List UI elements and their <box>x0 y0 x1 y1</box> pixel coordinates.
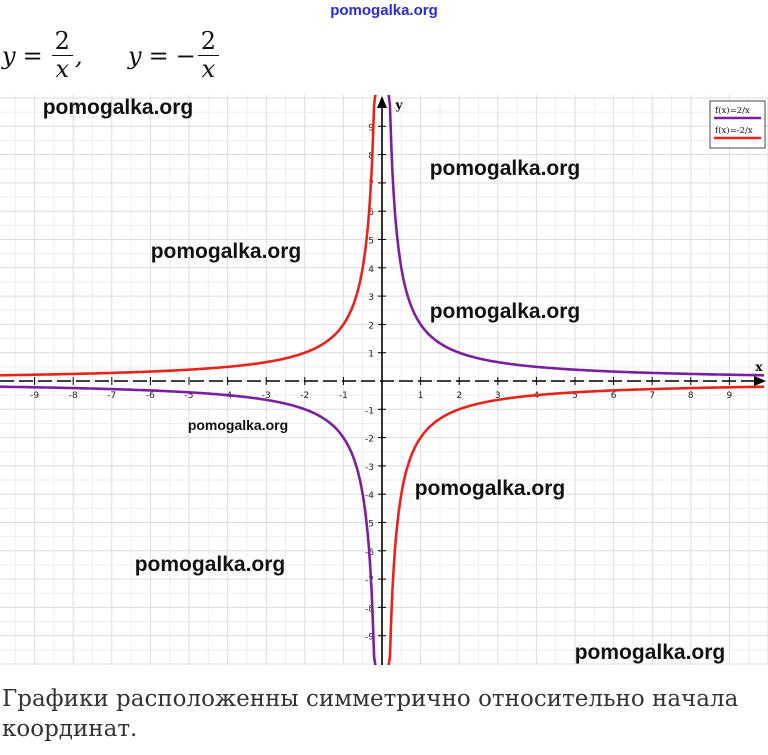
legend-label: f(x)=-2/x <box>715 125 753 136</box>
watermark-text: pomogalka.org <box>430 157 581 180</box>
formula-fraction: 2 x <box>197 28 220 83</box>
formula-numerator: 2 <box>51 28 73 56</box>
x-tick-label: 6 <box>611 391 617 401</box>
x-tick-label: -3 <box>262 391 271 401</box>
watermark-text: pomogalka.org <box>430 300 581 323</box>
legend-label: f(x)=2/x <box>715 105 750 116</box>
x-tick-label: -7 <box>107 391 116 401</box>
y-tick-label: -9 <box>365 633 374 643</box>
y-tick-label: 3 <box>368 293 374 303</box>
curves <box>0 95 765 665</box>
formula-denominator: x <box>55 55 70 83</box>
y-tick-label: -5 <box>365 520 374 530</box>
x-tick-label: -1 <box>339 391 348 401</box>
x-axis-arrow <box>754 376 766 386</box>
formula-negative: y = − 2 x <box>128 28 221 83</box>
formula-tail: , <box>74 41 83 70</box>
hyperbola-chart: xy -9 -8 -7 -6 -5 -4 -3 -2 -1 1 2 3 4 5 6 7 8 9-9-8-7-6-5… <box>0 95 768 665</box>
legend-box <box>709 100 766 149</box>
watermark-text: pomogalka.org <box>415 477 566 500</box>
x-tick-label: -9 <box>30 391 39 401</box>
x-tick-label: 8 <box>688 391 694 401</box>
watermark-text: pomogalka.org <box>43 96 194 119</box>
y-tick-label: -4 <box>365 491 374 501</box>
equals-sign: = <box>148 41 169 70</box>
y-tick-label: -1 <box>365 406 374 416</box>
y-tick-label: -7 <box>365 576 374 586</box>
formula-sign: − <box>175 41 196 70</box>
formula-fraction: 2 x <box>51 28 73 83</box>
x-tick-label: 5 <box>572 391 578 401</box>
y-tick-label: 2 <box>368 321 374 331</box>
x-tick-label: 9 <box>727 391 733 401</box>
x-axis-label: x <box>755 360 763 374</box>
legend: f(x)=2/x f(x)=-2/x <box>709 100 766 149</box>
ticks: -9 -8 -7 -6 -5 -4 -3 -2 -1 1 2 3 4 5 6 7 8 9-9-8-7-6-5-4-… <box>30 123 732 642</box>
x-tick-label: -2 <box>300 391 309 401</box>
x-tick-label: 7 <box>649 391 655 401</box>
conclusion-text: Графики расположенны симметрично относит… <box>2 686 739 742</box>
y-tick-label: -3 <box>365 463 374 473</box>
formula-lhs: y <box>128 41 142 70</box>
chart-background <box>0 95 768 665</box>
y-tick-label: 1 <box>368 350 374 360</box>
y-axis-arrow <box>377 96 387 108</box>
formula-numerator: 2 <box>197 28 220 56</box>
formula-positive: y = 2 x , <box>2 28 83 83</box>
y-tick-label: 6 <box>368 208 374 218</box>
y-tick-label: 5 <box>368 237 374 247</box>
y-tick-label: -2 <box>365 435 374 445</box>
watermarks: pomogalka.org pomogalka.org pomogalka.org p… <box>43 96 726 664</box>
y-tick-label: -8 <box>365 604 374 614</box>
formula-denominator: x <box>201 55 216 83</box>
watermark-text: pomogalka.org <box>188 417 288 433</box>
y-axis-label: y <box>395 98 404 112</box>
x-tick-label: -5 <box>185 391 194 401</box>
curve-branch <box>387 385 765 665</box>
equals-sign: = <box>22 41 43 70</box>
site-header: pomogalka.org <box>330 2 438 19</box>
curve-branch <box>0 385 377 665</box>
formula-lhs: y <box>2 41 16 70</box>
watermark-text: pomogalka.org <box>151 240 302 263</box>
watermark-text: pomogalka.org <box>135 553 286 576</box>
y-tick-label: 4 <box>368 265 374 275</box>
curve-branch <box>387 95 765 377</box>
curve-branch <box>0 95 377 377</box>
x-tick-label: 1 <box>418 391 424 401</box>
x-tick-label: -8 <box>69 391 78 401</box>
x-tick-label: 3 <box>495 391 501 401</box>
axes: xy <box>0 96 766 665</box>
x-tick-label: 2 <box>456 391 462 401</box>
x-tick-label: -6 <box>146 391 155 401</box>
watermark-text: pomogalka.org <box>575 641 726 664</box>
y-tick-label: 9 <box>368 123 374 133</box>
